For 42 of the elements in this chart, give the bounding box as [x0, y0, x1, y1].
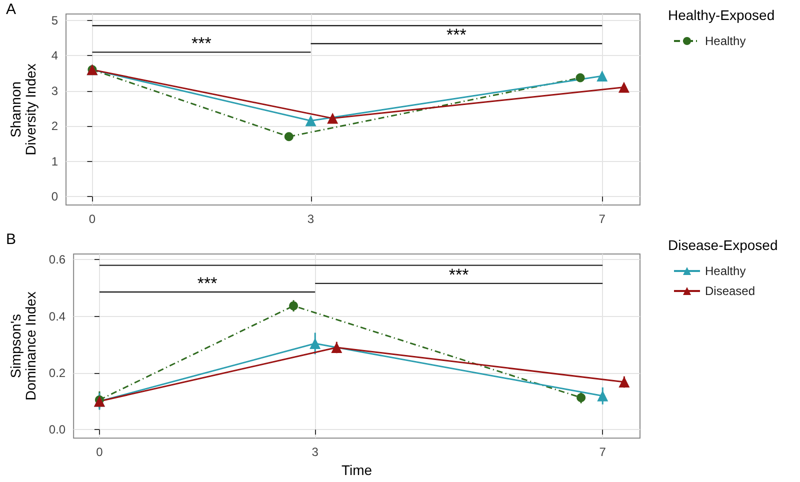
point [618, 82, 630, 93]
legend-label: Diseased [705, 284, 756, 298]
y-axis-title: Shannon Diversity Index [8, 64, 38, 156]
x-tick-label: 3 [312, 445, 319, 460]
point [576, 393, 586, 402]
point [618, 376, 630, 388]
x-axis-title: Time [341, 462, 372, 478]
x-tick-label: 7 [599, 445, 606, 460]
legend-title: Healthy-Exposed [668, 7, 775, 23]
point [310, 338, 321, 349]
y-tick-label: 2 [51, 119, 58, 134]
point [576, 73, 585, 82]
y-tick-label: 0.6 [48, 252, 66, 267]
point [327, 112, 338, 124]
x-tick-label: 0 [96, 445, 104, 460]
y-tick-label: 3 [51, 84, 58, 98]
annotation: *** [197, 274, 218, 293]
chart-title: A [6, 1, 16, 18]
y-axis-title: Simpson's Dominance Index [8, 292, 38, 401]
chart-title: B [6, 231, 16, 248]
y-tick-label: 4 [51, 48, 58, 63]
point [305, 115, 316, 126]
x-tick-label: 7 [598, 212, 606, 226]
annotation: *** [192, 34, 212, 54]
y-tick-label: 5 [51, 13, 58, 28]
point [331, 342, 342, 353]
point [289, 301, 298, 310]
legend-label: Healthy [705, 34, 746, 48]
x-tick-label: 3 [307, 212, 314, 226]
y-tick-label: 0.0 [48, 422, 66, 437]
y-tick-label: 0.4 [48, 309, 66, 324]
legend-title: Disease-Exposed [668, 237, 778, 253]
y-tick-label: 0 [51, 190, 58, 204]
y-tick-label: 0.2 [48, 366, 66, 380]
y-tick-label: 1 [51, 154, 58, 168]
annotation: *** [446, 26, 467, 45]
point [596, 70, 608, 82]
point [284, 132, 294, 142]
legend-label: Healthy [705, 264, 746, 278]
x-tick-label: 0 [88, 212, 96, 226]
point [597, 390, 608, 402]
annotation: *** [448, 265, 470, 284]
